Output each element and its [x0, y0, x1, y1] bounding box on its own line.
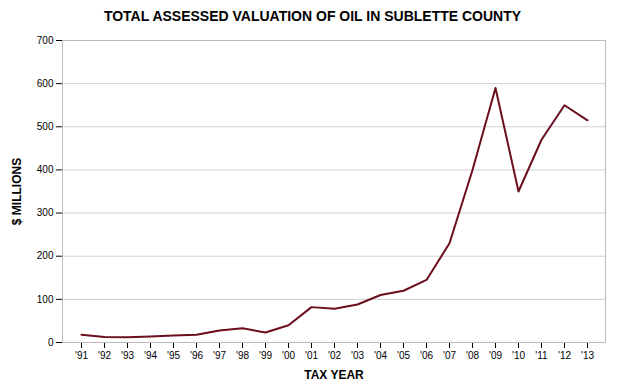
svg-text:'06: '06 — [420, 350, 433, 361]
svg-text:'96: '96 — [190, 350, 203, 361]
svg-text:'93: '93 — [121, 350, 134, 361]
svg-text:'12: '12 — [558, 350, 571, 361]
html-text:TOTAL ASSESSED VALUATION OF OI: TOTAL ASSESSED VALUATION OF OIL IN SUBLE… — [103, 8, 522, 24]
svg-text:'01: '01 — [305, 350, 318, 361]
svg-text:'10: '10 — [512, 350, 525, 361]
svg-text:'00: '00 — [282, 350, 295, 361]
svg-text:'97: '97 — [213, 350, 226, 361]
svg-text:'98: '98 — [236, 350, 249, 361]
svg-text:'05: '05 — [397, 350, 410, 361]
svg-text:'11: '11 — [535, 350, 548, 361]
svg-text:TAX YEAR: TAX YEAR — [304, 368, 364, 382]
svg-text:'95: '95 — [167, 350, 180, 361]
svg-text:'13: '13 — [581, 350, 594, 361]
svg-text:100: 100 — [37, 294, 54, 305]
svg-text:'94: '94 — [144, 350, 157, 361]
svg-text:'99: '99 — [259, 350, 272, 361]
svg-text:600: 600 — [37, 78, 54, 89]
svg-text:200: 200 — [37, 250, 54, 261]
svg-text:500: 500 — [37, 121, 54, 132]
svg-text:700: 700 — [37, 35, 54, 46]
svg-text:'07: '07 — [443, 350, 456, 361]
svg-text:0: 0 — [48, 337, 54, 348]
svg-text:$ MILLIONS: $ MILLIONS — [10, 158, 24, 225]
svg-text:'08: '08 — [466, 350, 479, 361]
svg-text:'91: '91 — [75, 350, 88, 361]
svg-text:'02: '02 — [328, 350, 341, 361]
svg-text:'92: '92 — [98, 350, 111, 361]
svg-text:'09: '09 — [489, 350, 502, 361]
svg-text:300: 300 — [37, 207, 54, 218]
svg-text:'03: '03 — [351, 350, 364, 361]
svg-text:'04: '04 — [374, 350, 387, 361]
svg-text:400: 400 — [37, 164, 54, 175]
